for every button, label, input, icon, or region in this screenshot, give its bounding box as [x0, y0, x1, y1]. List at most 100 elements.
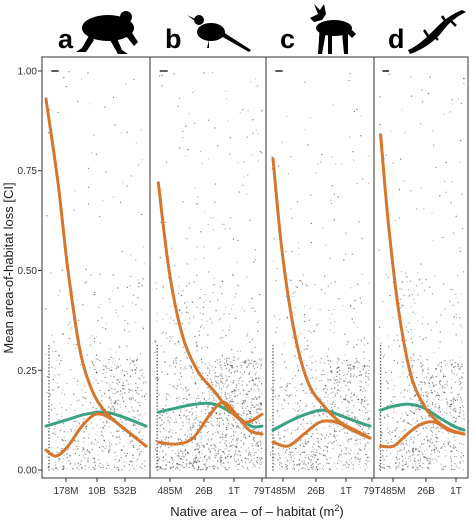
- data-point: [363, 396, 366, 398]
- data-point: [406, 390, 409, 392]
- data-point: [165, 464, 168, 466]
- data-point: [141, 395, 143, 397]
- data-point: [209, 318, 212, 320]
- data-point: [81, 467, 83, 469]
- data-point: [219, 364, 221, 366]
- data-point: [78, 423, 81, 425]
- data-point: [414, 407, 416, 409]
- data-point: [449, 412, 452, 414]
- data-point: [433, 449, 436, 451]
- data-point: [242, 109, 244, 111]
- data-point: [108, 396, 111, 398]
- data-point: [305, 392, 307, 394]
- data-point: [101, 380, 103, 382]
- data-point: [156, 443, 158, 446]
- data-point: [303, 445, 305, 448]
- data-point: [177, 292, 180, 295]
- data-point: [358, 221, 360, 223]
- data-point: [292, 408, 294, 410]
- data-point: [344, 373, 346, 376]
- data-point: [111, 405, 114, 407]
- data-point: [458, 393, 460, 395]
- data-point: [401, 454, 403, 456]
- data-point: [394, 220, 397, 222]
- data-point: [432, 376, 434, 379]
- data-point: [245, 384, 248, 386]
- data-point: [365, 459, 367, 462]
- data-point: [272, 392, 274, 395]
- data-point: [411, 398, 413, 401]
- data-point: [347, 410, 349, 413]
- data-point: [117, 467, 119, 469]
- data-point: [284, 399, 286, 401]
- data-point: [441, 408, 444, 410]
- data-point: [49, 345, 51, 348]
- data-point: [212, 364, 214, 366]
- data-point: [73, 393, 75, 395]
- data-point: [156, 363, 158, 366]
- data-point: [202, 313, 204, 315]
- data-point: [50, 272, 52, 274]
- data-point: [257, 420, 259, 422]
- data-point: [422, 453, 424, 455]
- data-point: [285, 251, 287, 253]
- data-point: [197, 196, 199, 198]
- data-point: [273, 315, 276, 317]
- data-point: [194, 187, 196, 190]
- data-point: [336, 379, 338, 381]
- data-point: [261, 404, 263, 406]
- data-point: [196, 469, 198, 471]
- data-point: [160, 70, 163, 72]
- data-point: [209, 389, 211, 391]
- data-point: [329, 468, 332, 471]
- data-point: [93, 457, 96, 459]
- data-point: [99, 389, 101, 392]
- data-point: [302, 467, 305, 469]
- data-point: [237, 402, 239, 404]
- data-point: [208, 362, 210, 364]
- data-point: [185, 386, 187, 389]
- data-point: [227, 414, 230, 417]
- data-point: [224, 228, 226, 230]
- data-point: [250, 81, 252, 83]
- data-point: [294, 346, 296, 348]
- data-point: [110, 408, 112, 411]
- y-tick-label: 0.75: [18, 166, 38, 177]
- data-point: [200, 410, 203, 412]
- data-point: [197, 349, 199, 352]
- data-point: [237, 454, 239, 456]
- data-point: [354, 445, 356, 447]
- data-point: [82, 448, 84, 450]
- data-point: [299, 463, 301, 465]
- data-point: [123, 374, 126, 377]
- data-point: [270, 361, 273, 363]
- data-point: [185, 460, 188, 462]
- data-point: [358, 464, 360, 466]
- data-point: [444, 359, 446, 362]
- data-point: [48, 376, 50, 379]
- data-point: [166, 468, 168, 470]
- data-point: [367, 433, 370, 435]
- data-point: [233, 417, 236, 420]
- data-point: [246, 366, 248, 369]
- y-axis-title: Mean area-of-habitat loss [CI]: [1, 182, 16, 353]
- data-point: [130, 406, 133, 408]
- data-point: [135, 390, 137, 392]
- data-point: [337, 366, 339, 369]
- data-point: [272, 437, 274, 439]
- data-point: [354, 442, 357, 444]
- data-point: [419, 122, 422, 125]
- data-point: [416, 469, 419, 471]
- panel-c: 485M 26B 1T 79T: [265, 56, 381, 497]
- data-point: [429, 441, 431, 443]
- data-point: [225, 306, 227, 309]
- data-point: [170, 456, 172, 458]
- data-point: [283, 398, 285, 400]
- data-point: [252, 380, 255, 382]
- data-point: [255, 461, 258, 463]
- data-point: [117, 315, 119, 318]
- data-point: [48, 437, 50, 439]
- data-point: [224, 391, 226, 393]
- data-point: [307, 457, 310, 459]
- data-point: [457, 301, 459, 304]
